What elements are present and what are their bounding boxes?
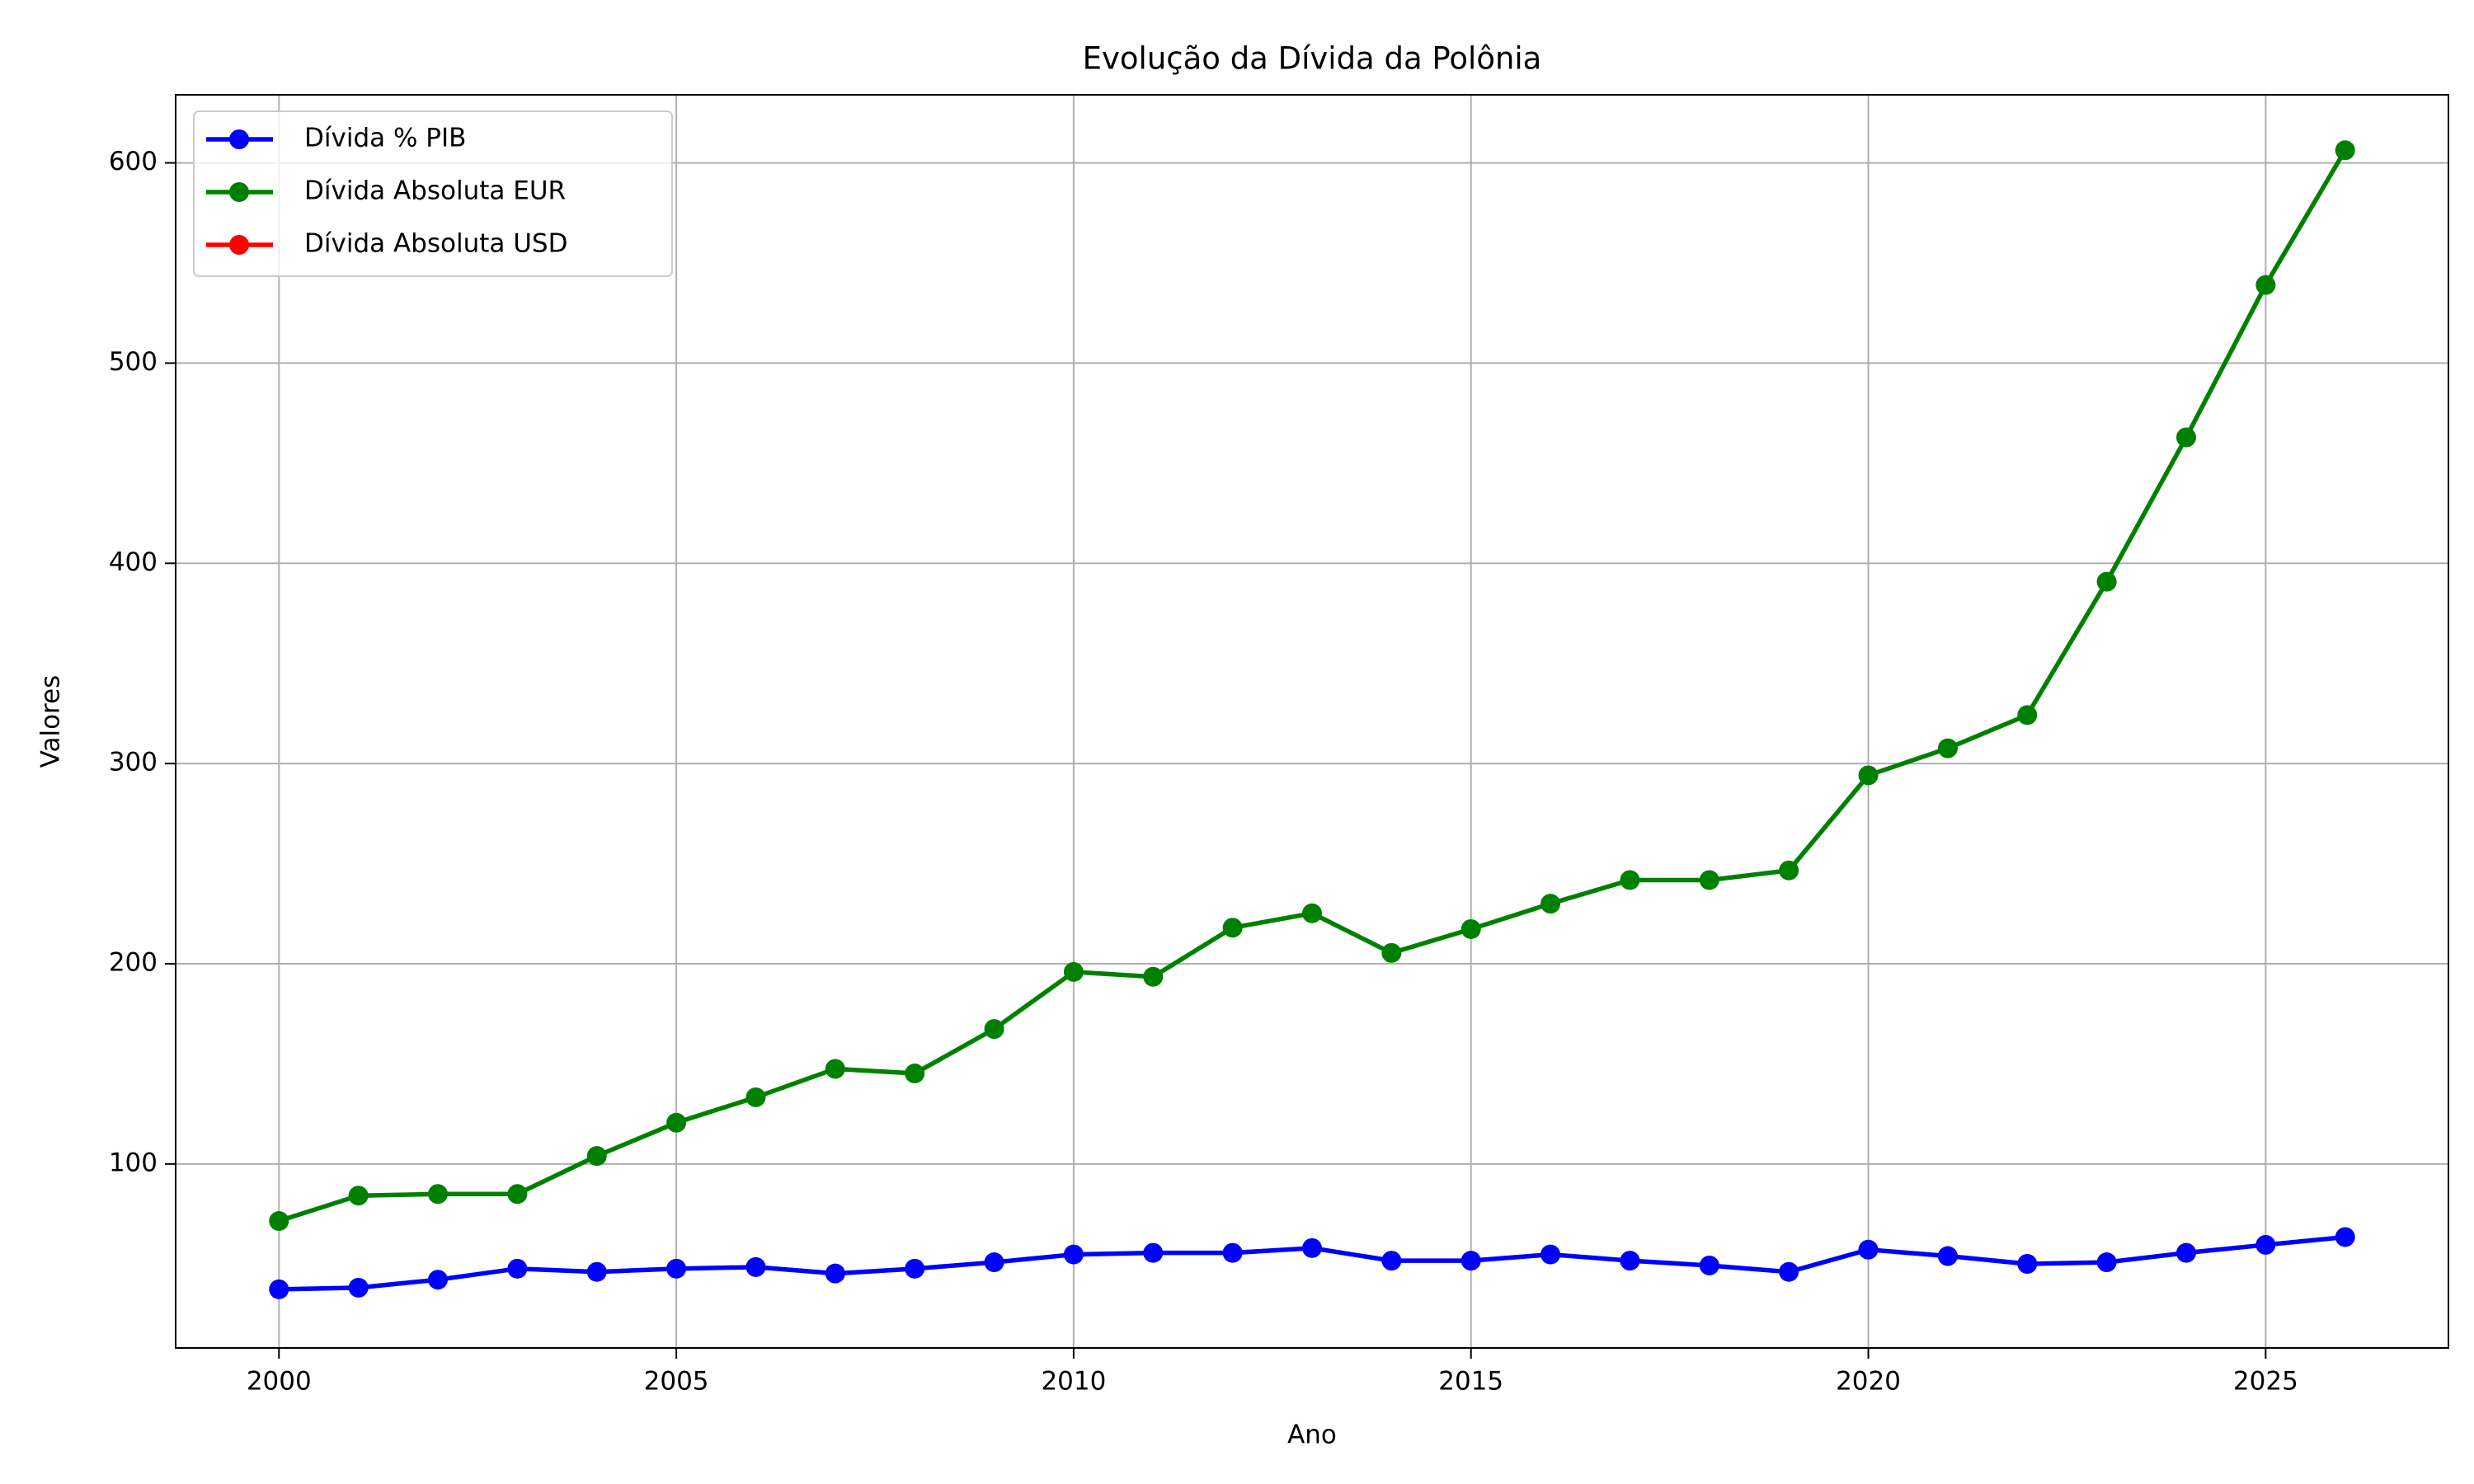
data-point	[2255, 1234, 2276, 1255]
legend-box	[193, 110, 673, 277]
data-point	[2176, 427, 2196, 448]
x-tick-label: 2015	[1438, 1367, 1503, 1397]
y-tick-label: 100	[109, 1148, 158, 1177]
data-point	[745, 1087, 766, 1107]
data-point	[1143, 1242, 1164, 1263]
legend-label: Dívida Absoluta EUR	[304, 176, 566, 206]
data-point	[1858, 1239, 1879, 1260]
chart-title: Evolução da Dívida da Polônia	[1083, 41, 1542, 77]
data-point	[984, 1019, 1004, 1040]
data-point	[1063, 961, 1084, 982]
data-point	[2176, 1242, 2196, 1263]
x-tick-label: 2025	[2233, 1367, 2298, 1397]
data-point	[1540, 894, 1561, 914]
data-point	[1302, 1237, 1322, 1258]
x-tick-label: 2020	[1836, 1367, 1901, 1397]
data-point	[1222, 1242, 1243, 1263]
y-tick-label: 500	[109, 347, 158, 377]
legend: Dívida % PIB Dívida Absoluta EUR Dívida Ab…	[193, 110, 673, 277]
data-point	[1779, 1261, 1799, 1282]
x-tick-label: 2000	[247, 1367, 312, 1397]
data-point	[1540, 1244, 1561, 1265]
legend-label: Dívida Absoluta USD	[304, 229, 567, 259]
data-point	[905, 1258, 925, 1279]
y-axis-label: Valores	[36, 675, 66, 768]
data-point	[348, 1186, 369, 1206]
data-point	[1699, 870, 1719, 890]
data-point	[1620, 870, 1640, 890]
legend-marker	[229, 129, 249, 149]
data-point	[1460, 918, 1481, 939]
data-point	[745, 1256, 766, 1277]
plot-frame	[175, 94, 2449, 1349]
data-point	[1143, 966, 1164, 987]
data-point	[1779, 860, 1799, 881]
data-point	[1937, 1246, 1958, 1266]
data-point	[1620, 1251, 1640, 1271]
y-tick-label: 200	[109, 947, 158, 977]
x-axis-label: Ano	[1287, 1421, 1337, 1450]
data-point	[586, 1261, 607, 1282]
data-point	[825, 1059, 845, 1079]
data-point	[2096, 1252, 2117, 1273]
y-tick-label: 600	[109, 147, 158, 176]
data-point	[507, 1258, 528, 1279]
data-point	[2017, 705, 2038, 726]
legend-label: Dívida % PIB	[304, 124, 466, 153]
data-point	[269, 1211, 289, 1232]
data-point	[1063, 1244, 1084, 1265]
data-point	[586, 1146, 607, 1167]
data-point	[1302, 903, 1322, 923]
data-point	[1699, 1255, 1719, 1275]
data-point	[2017, 1254, 2038, 1275]
data-point	[1381, 1251, 1402, 1271]
data-point	[428, 1270, 448, 1290]
data-point	[2335, 140, 2355, 161]
legend-marker	[229, 182, 249, 202]
data-point	[428, 1184, 448, 1205]
data-point	[666, 1258, 687, 1279]
data-point	[1381, 942, 1402, 963]
data-point	[348, 1277, 369, 1298]
data-point	[2096, 571, 2117, 592]
y-tick-label: 400	[109, 547, 158, 577]
x-tick-label: 2010	[1041, 1367, 1106, 1397]
data-point	[984, 1252, 1004, 1273]
x-tick-label: 2005	[644, 1367, 709, 1397]
data-point	[2335, 1227, 2355, 1247]
y-tick-label: 300	[109, 748, 158, 777]
data-point	[269, 1279, 289, 1299]
data-point	[2255, 275, 2276, 295]
data-point	[507, 1184, 528, 1205]
data-point	[905, 1064, 925, 1084]
data-point	[1222, 918, 1243, 938]
legend-marker	[229, 235, 249, 255]
data-point	[1460, 1251, 1481, 1271]
data-point	[1858, 765, 1879, 786]
data-point	[666, 1112, 687, 1133]
data-point	[1937, 738, 1958, 758]
data-point	[825, 1263, 845, 1284]
